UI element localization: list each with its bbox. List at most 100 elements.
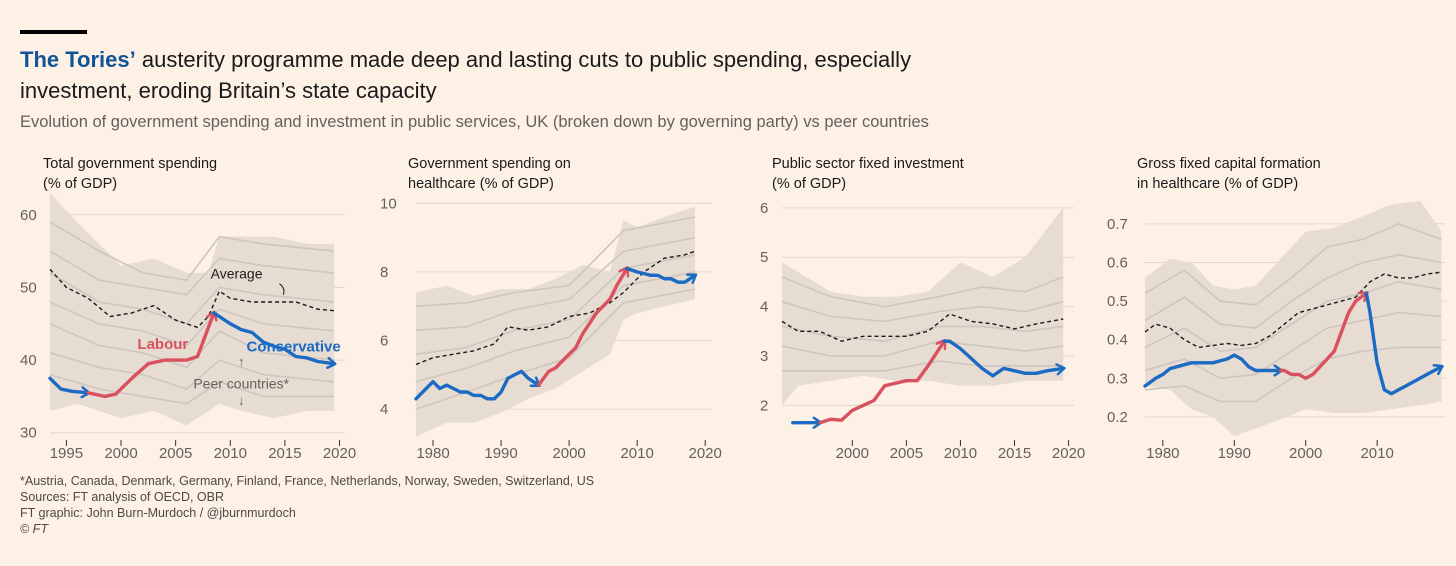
- footnote: *Austria, Canada, Denmark, Germany, Finl…: [20, 474, 595, 488]
- y-tick-label: 4: [380, 401, 388, 418]
- x-tick-label: 1980: [1146, 445, 1179, 462]
- headline-emphasis: The Tories’: [20, 47, 136, 72]
- peer-country-line: [1144, 311, 1442, 380]
- x-tick-label: 2000: [1289, 445, 1322, 462]
- peer-country-line: [49, 352, 335, 390]
- peer-country-line: [1144, 254, 1442, 329]
- peer-countries-band: [1145, 200, 1442, 437]
- conservative-series-line: [414, 369, 541, 401]
- conservative-series-line: [1364, 291, 1444, 396]
- labour-series-line: [536, 266, 630, 387]
- y-tick-label: 0.5: [1107, 293, 1128, 310]
- y-tick-label: 60: [20, 207, 37, 224]
- peer-countries-band: [50, 193, 335, 426]
- peer-country-line: [415, 288, 696, 410]
- conservative-series-line: [1143, 353, 1284, 388]
- peer-country-line: [1144, 223, 1442, 306]
- average-line: [1144, 271, 1442, 349]
- conservative-series-line: [212, 311, 337, 369]
- x-tick-label: 2000: [104, 445, 137, 462]
- panel-title: (% of GDP): [772, 176, 846, 192]
- peer-country-line: [415, 254, 696, 355]
- panel-title: Government spending on: [408, 156, 571, 172]
- top-rule: [20, 30, 87, 34]
- label-conservative: Conservative: [247, 338, 341, 355]
- x-tick-label: 2015: [268, 445, 301, 462]
- label-peer-countries: Peer countries*: [193, 375, 289, 391]
- down-arrow-icon: ↓: [238, 393, 245, 408]
- x-tick-label: 1995: [50, 445, 83, 462]
- y-tick-label: 8: [380, 264, 388, 281]
- panel-title: (% of GDP): [43, 176, 117, 192]
- chart-panel-2: 4 6 8 10 1980 1990 2000 2010 2020 Government spen…: [380, 156, 722, 462]
- label-average: Average: [211, 266, 263, 282]
- y-tick-label: 0.6: [1107, 254, 1128, 271]
- y-tick-label: 6: [380, 333, 388, 350]
- subtitle: Evolution of government spending and inv…: [20, 113, 929, 131]
- x-tick-label: 1990: [1218, 445, 1251, 462]
- x-tick-label: 2000: [836, 445, 869, 462]
- labour-series-line: [818, 338, 947, 425]
- panel-title: healthcare (% of GDP): [408, 176, 554, 192]
- copyright: © FT: [20, 522, 48, 536]
- y-tick-label: 3: [760, 348, 768, 365]
- y-tick-label: 6: [760, 200, 768, 217]
- y-tick-label: 0.4: [1107, 332, 1128, 349]
- y-tick-label: 0.2: [1107, 409, 1128, 426]
- x-tick-label: 2010: [620, 445, 653, 462]
- y-tick-label: 4: [760, 299, 768, 316]
- peer-countries-band: [416, 206, 695, 437]
- headline: The Tories’ austerity programme made dee…: [20, 44, 920, 106]
- y-tick-label: 0.7: [1107, 216, 1128, 233]
- chart-panel-3: 2 3 4 5 6 2000 2005 2010 2015 2020 Public sector f…: [760, 156, 1085, 462]
- average-line: [49, 268, 335, 329]
- peer-country-line: [49, 323, 335, 369]
- x-tick-label: 2010: [214, 445, 247, 462]
- peer-country-line: [49, 301, 335, 347]
- x-tick-label: 2015: [998, 445, 1031, 462]
- panel-title: Total government spending: [43, 156, 217, 172]
- peer-country-line: [415, 236, 696, 331]
- conservative-series-line: [625, 266, 698, 285]
- x-tick-label: 2000: [552, 445, 585, 462]
- peer-country-line: [49, 272, 335, 325]
- chart-panel-4: 0.2 0.3 0.4 0.5 0.6 0.7 1980 1990 2000 2010 Gross …: [1107, 156, 1445, 462]
- panel-title: Gross fixed capital formation: [1137, 156, 1321, 172]
- peer-country-line: [781, 300, 1064, 323]
- x-tick-label: 1990: [484, 445, 517, 462]
- up-arrow-icon: ↑: [238, 354, 245, 369]
- x-tick-label: 2010: [944, 445, 977, 462]
- chart-panel-1: 30 40 50 60 1995 2000 2005 2010 2015 2020 Total go…: [20, 156, 356, 462]
- labour-series-line: [86, 310, 218, 399]
- peer-country-line: [1144, 346, 1442, 403]
- x-tick-label: 2005: [890, 445, 923, 462]
- panel-title: Public sector fixed investment: [772, 156, 964, 172]
- y-tick-label: 40: [20, 352, 37, 369]
- sources: Sources: FT analysis of OECD, OBR: [20, 490, 224, 504]
- footer: *Austria, Canada, Denmark, Germany, Finl…: [20, 473, 594, 537]
- y-tick-label: 0.3: [1107, 370, 1128, 387]
- y-tick-label: 30: [20, 425, 37, 442]
- labour-series-line: [1279, 291, 1369, 380]
- y-tick-label: 50: [20, 279, 37, 296]
- headline-rest: austerity programme made deep and lastin…: [20, 47, 912, 103]
- y-tick-label: 5: [760, 249, 768, 266]
- peer-country-line: [49, 221, 335, 281]
- conservative-series-line: [942, 339, 1066, 378]
- y-tick-label: 10: [380, 195, 397, 212]
- x-tick-label: 2005: [159, 445, 192, 462]
- average-line: [415, 250, 696, 366]
- peer-country-line: [781, 276, 1064, 308]
- peer-country-line: [49, 250, 335, 296]
- panel-title: in healthcare (% of GDP): [1137, 176, 1298, 192]
- x-tick-label: 1980: [416, 445, 449, 462]
- label-labour: Labour: [137, 336, 188, 353]
- conservative-series-line: [48, 376, 91, 399]
- peer-country-line: [782, 360, 1064, 372]
- peer-country-line: [415, 271, 696, 383]
- x-tick-label: 2020: [323, 445, 356, 462]
- x-tick-label: 2020: [1052, 445, 1085, 462]
- average-line: [781, 313, 1064, 342]
- y-tick-label: 2: [760, 397, 768, 414]
